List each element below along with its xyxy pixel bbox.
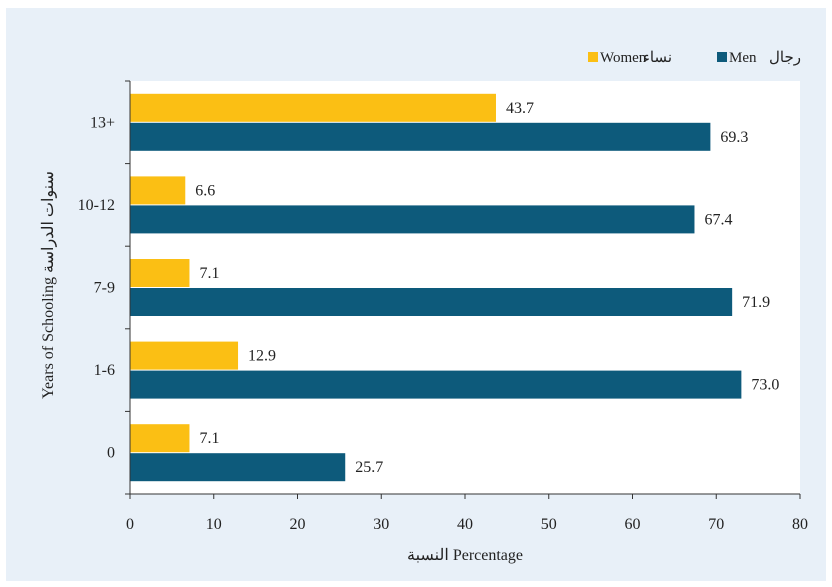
x-tick-label-10: 10: [206, 516, 222, 533]
legend-swatch-women: [588, 52, 598, 62]
x-axis-ticks: 0 10 20 30 40 50 60 70 80: [126, 494, 808, 533]
data-label-men-1-6: 73.0: [751, 377, 779, 394]
x-tick-label-50: 50: [541, 516, 557, 533]
x-tick-label-40: 40: [457, 516, 473, 533]
bar-women-1-6: [130, 341, 239, 370]
x-tick-label-20: 20: [290, 516, 306, 533]
y-tick-label-0: 0: [107, 445, 115, 462]
data-label-men-7-9: 71.9: [742, 294, 770, 311]
x-tick-label-70: 70: [708, 516, 724, 533]
bar-women-10-12: [130, 176, 186, 205]
x-axis-title: النسبة Percentage: [407, 547, 523, 564]
data-label-women-7-9: 7.1: [199, 265, 219, 282]
bar-men-1-6: [130, 370, 742, 399]
y-tick-label-7-9: 7-9: [94, 280, 115, 297]
bar-men-10-12: [130, 205, 695, 234]
x-tick-label-0: 0: [126, 516, 134, 533]
y-tick-label-13+: 13+: [90, 114, 115, 131]
data-label-women-1-6: 12.9: [248, 348, 276, 365]
bar-women-13+: [130, 93, 496, 122]
data-label-men-10-12: 67.4: [704, 211, 732, 228]
data-label-men-13+: 69.3: [720, 129, 748, 146]
x-tick-label-60: 60: [625, 516, 641, 533]
legend-label-men-latin: Men: [729, 50, 757, 66]
bar-women-7-9: [130, 259, 190, 287]
y-axis-ticks: 13+ 10-12 7-9 1-6 0: [78, 80, 130, 495]
legend: Women نساء Men رجال: [588, 50, 801, 66]
x-tick-label-30: 30: [373, 516, 389, 533]
bars: [130, 93, 742, 482]
legend-label-men-arabic: رجال: [769, 50, 801, 66]
bar-women-0: [130, 424, 190, 453]
data-label-women-10-12: 6.6: [195, 182, 215, 199]
y-tick-label-10-12: 10-12: [78, 197, 115, 214]
data-label-men-0: 25.7: [355, 459, 383, 476]
data-labels: 43.7 69.3 6.6 67.4 7.1 71.9 12.9 73.0 7.1 25.7: [195, 100, 779, 476]
data-label-women-13+: 43.7: [506, 100, 534, 117]
bar-men-7-9: [130, 288, 733, 316]
y-axis-title: Years of Schooling سنوات الدراسة: [40, 171, 57, 399]
legend-label-women-arabic: نساء: [643, 50, 672, 66]
bar-men-13+: [130, 122, 711, 151]
legend-swatch-men: [717, 52, 727, 62]
y-tick-label-1-6: 1-6: [94, 362, 115, 379]
x-tick-label-80: 80: [792, 516, 808, 533]
bar-men-0: [130, 453, 346, 482]
legend-label-women-latin: Women: [600, 50, 647, 66]
data-label-women-0: 7.1: [199, 430, 219, 447]
